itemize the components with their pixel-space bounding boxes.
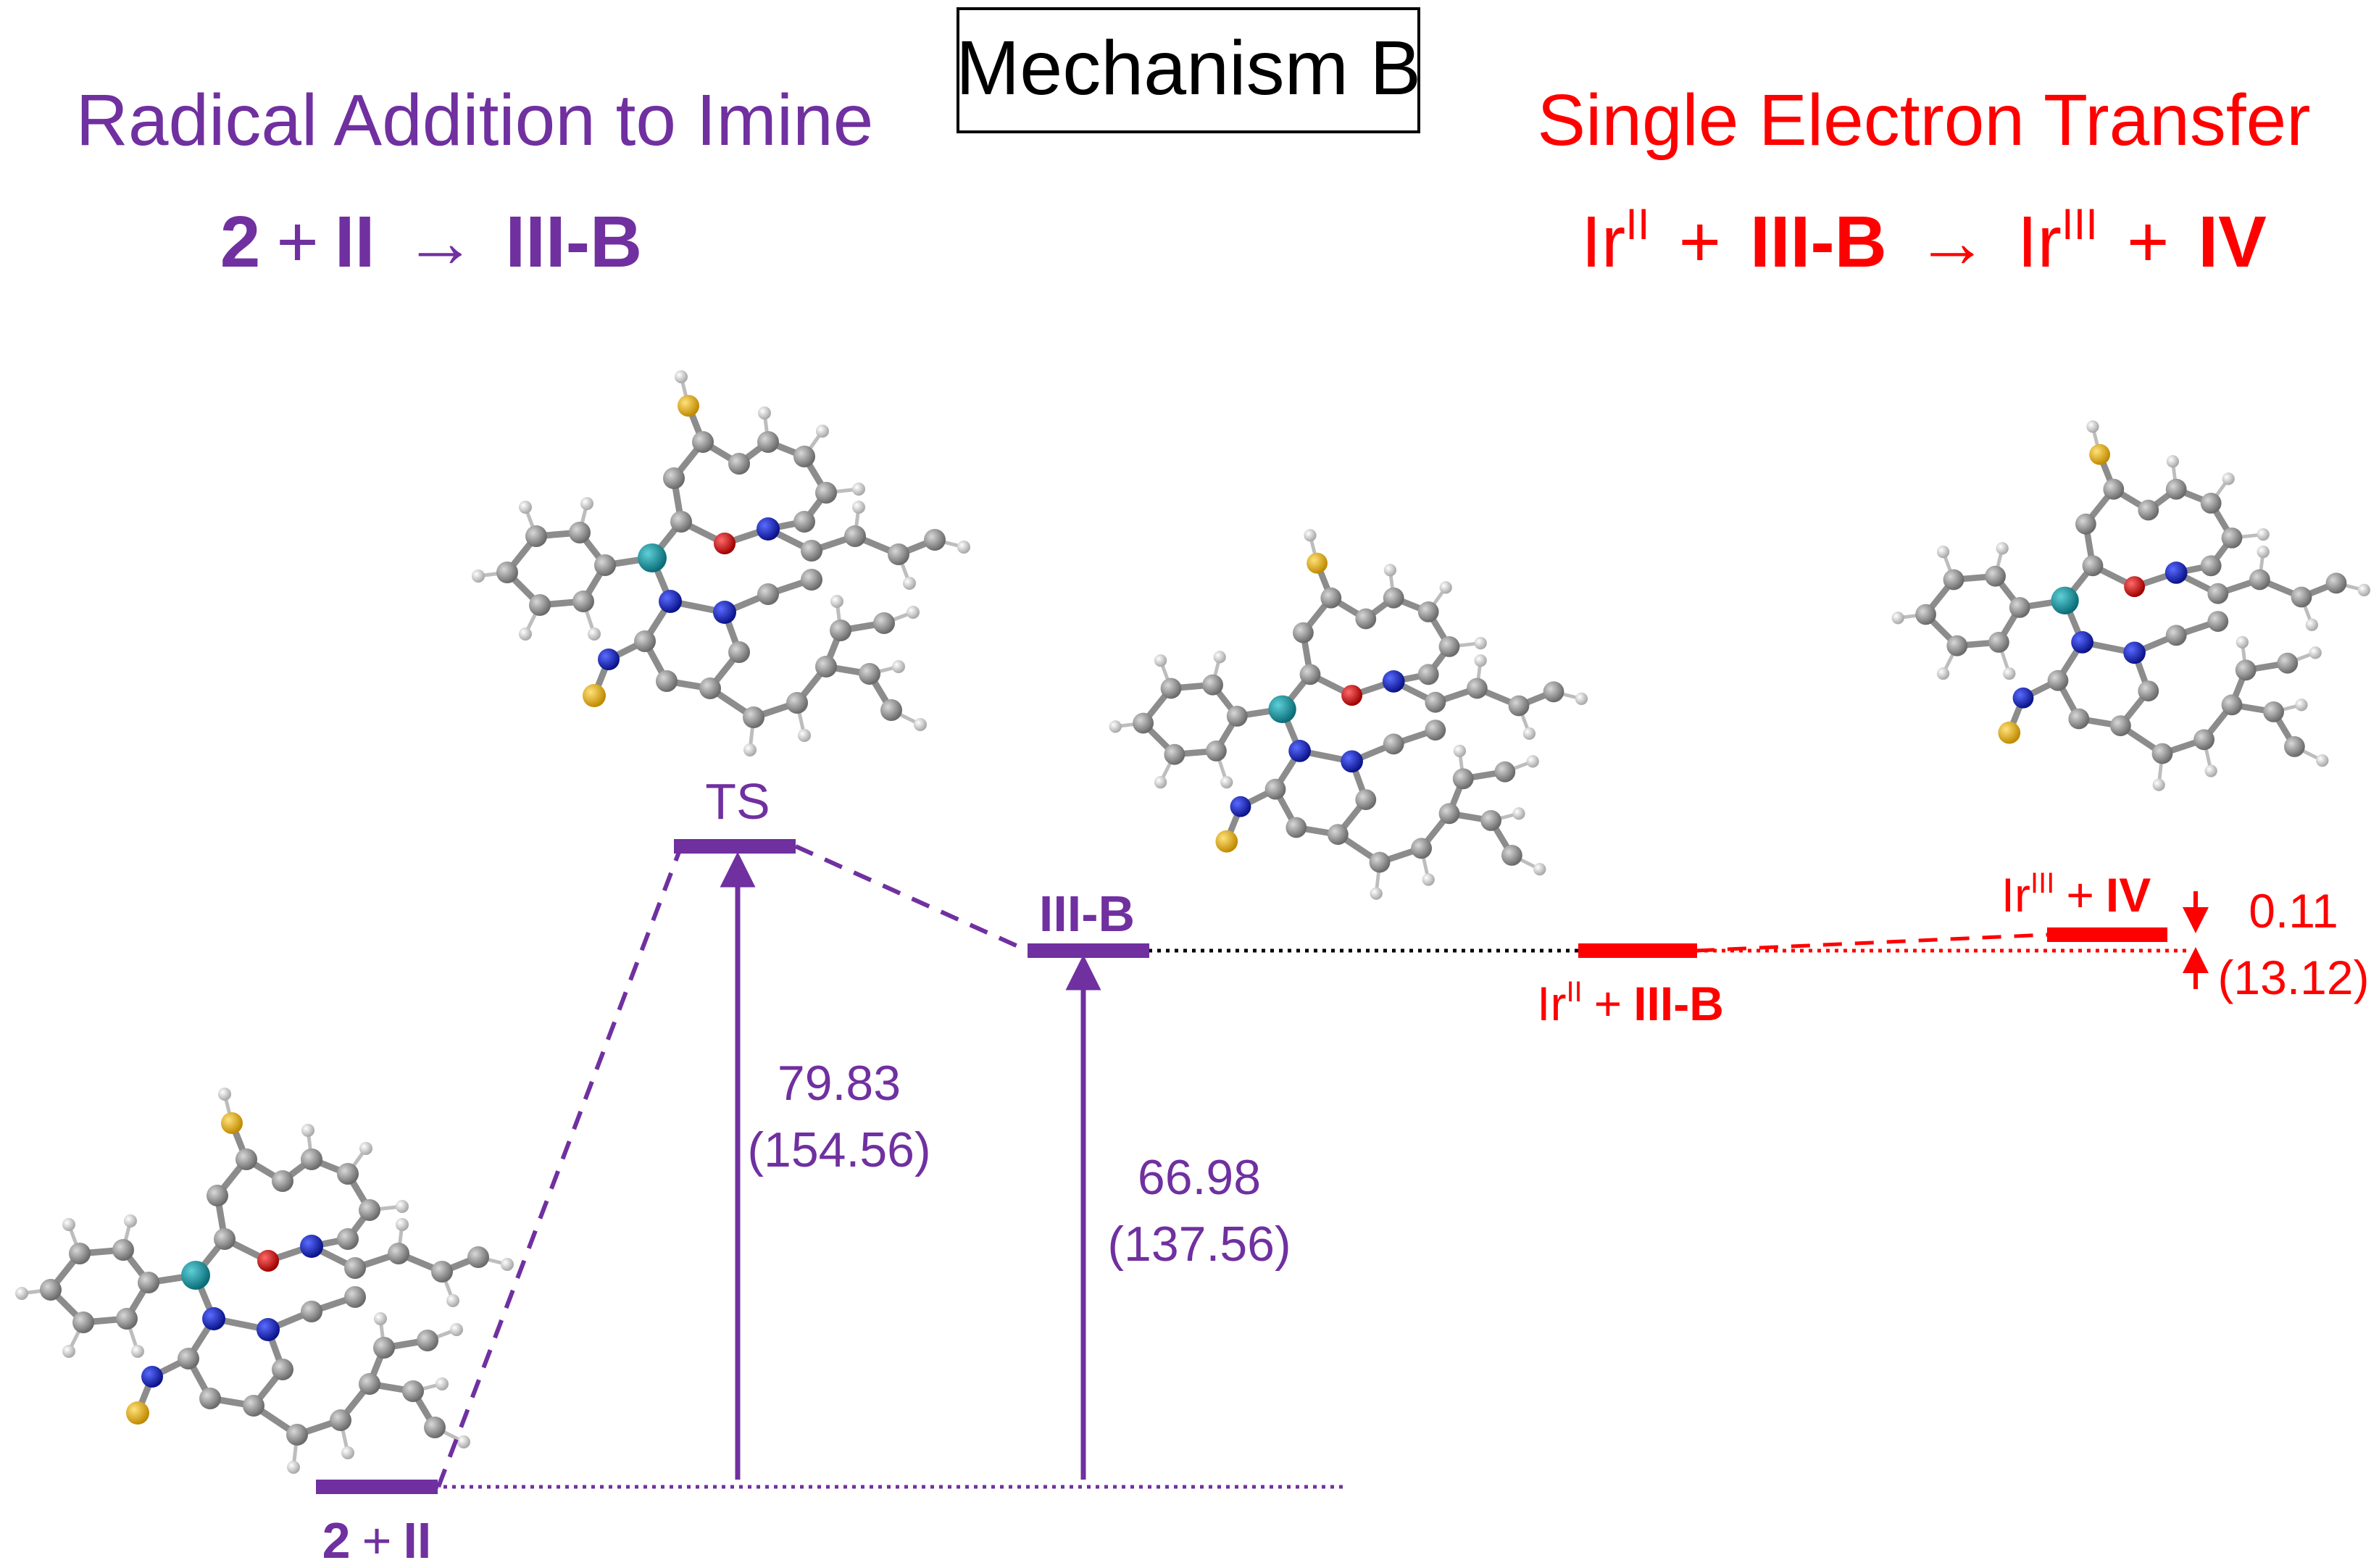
label-set-reactant: IrII + III-B <box>1537 976 1724 1030</box>
eq-ir-left-sup: II <box>1625 200 1649 249</box>
energy-set-paren: (13.12) <box>2217 951 2369 1004</box>
molecule-2-ii-image <box>15 1088 514 1474</box>
eq-plus1: + <box>1679 201 1721 283</box>
title-box <box>957 7 1420 133</box>
energy-iii-b-value: 66.98 <box>1138 1150 1261 1205</box>
eq-ir-right: Ir <box>2017 201 2062 283</box>
level-start <box>316 1480 438 1494</box>
eq-product-right: IV <box>2198 201 2267 283</box>
eq-ir-left: Ir <box>1581 201 1625 283</box>
molecule-iii-b-image <box>1109 529 1588 900</box>
energy-ts-value: 79.83 <box>778 1056 901 1111</box>
level-set-product <box>2047 927 2167 942</box>
energy-iii-b-paren: (137.56) <box>1107 1217 1291 1272</box>
label-ts: TS <box>705 773 770 830</box>
level-ts <box>674 839 796 854</box>
right-equation: IrII + III-B → IrIII + IV <box>1581 200 2267 283</box>
level-set-reactant <box>1578 943 1697 958</box>
eq-reactant-b: II <box>335 201 375 283</box>
connector-ts-iiib <box>794 844 1029 953</box>
label-set-product: IrIII + IV <box>2001 867 2151 922</box>
connector-start-ts <box>436 845 683 1488</box>
eq-product: III-B <box>505 201 642 283</box>
eq-reactant: III-B <box>1750 201 1887 283</box>
level-iii-b <box>1028 943 1149 958</box>
eq-arrow-right: → <box>1916 201 1988 283</box>
eq-ir-right-sup: III <box>2062 200 2098 249</box>
energy-ts-paren: (154.56) <box>747 1122 930 1177</box>
left-heading: Radical Addition to Imine <box>76 80 874 161</box>
molecule-iv-image <box>1892 420 2370 791</box>
molecule-ts-image <box>472 370 970 756</box>
left-equation: 2 + II → III-B <box>220 201 642 283</box>
title-label: Mechanism B <box>956 25 1421 111</box>
energy-set-value: 0.11 <box>2249 884 2338 938</box>
label-iii-b: III-B <box>1039 885 1135 942</box>
eq-reactant-a: 2 <box>220 201 261 283</box>
right-heading: Single Electron Transfer <box>1537 80 2310 161</box>
label-start: 2 + II <box>322 1512 432 1568</box>
eq-plus: + <box>276 201 318 283</box>
eq-arrow: → <box>404 201 476 283</box>
eq-plus2: + <box>2127 201 2169 283</box>
connector-set <box>1695 933 2048 953</box>
